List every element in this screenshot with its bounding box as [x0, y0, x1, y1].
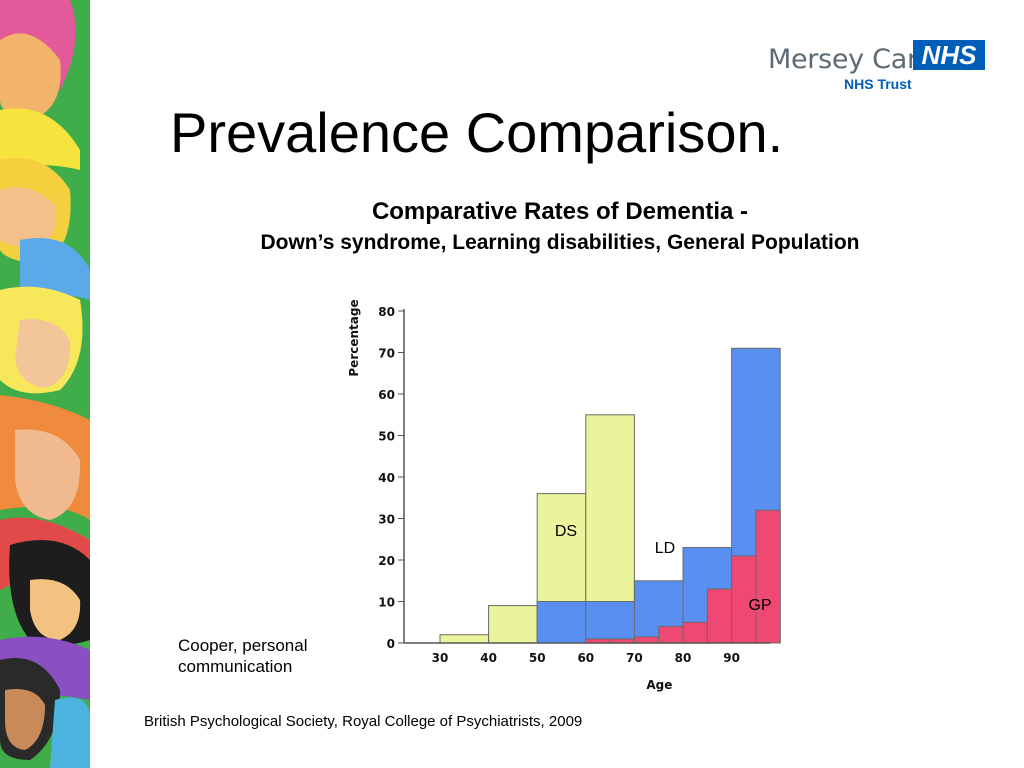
citation-note: Cooper, personal communication: [178, 636, 308, 676]
bar-ds-40: [488, 605, 538, 644]
bar-ds-30: [439, 634, 490, 644]
y-tick-label: 60: [378, 388, 395, 402]
bar-gp-75: [658, 625, 684, 644]
logo-name: Mersey Care: [768, 44, 934, 75]
bar-ld-50: [536, 601, 587, 644]
y-tick-label: 0: [387, 637, 395, 651]
x-tick-label: 60: [577, 651, 594, 665]
series-label-ld: LD: [655, 540, 675, 557]
y-tick-label: 70: [378, 347, 395, 361]
bars-layer: [439, 347, 781, 644]
y-tick-label: 20: [378, 554, 395, 568]
x-tick-label: 50: [529, 651, 546, 665]
y-tick-label: 30: [378, 513, 395, 527]
logo-subtitle: NHS Trust: [844, 76, 912, 92]
bar-gp-85: [706, 588, 733, 644]
bar-gp-80: [682, 621, 708, 644]
footer-source: British Psychological Society, Royal Col…: [144, 713, 583, 730]
y-tick-label: 10: [378, 596, 395, 610]
x-tick-label: 30: [432, 651, 449, 665]
series-label-ds: DS: [555, 523, 577, 540]
y-tick-label: 50: [378, 430, 395, 444]
chart-subtitle: Down’s syndrome, Learning disabilities, …: [260, 231, 860, 254]
x-tick-label: 40: [480, 651, 497, 665]
bar-gp-95: [755, 509, 781, 644]
nhs-badge: NHS: [913, 40, 985, 70]
y-axis-label: Percentage: [347, 299, 361, 376]
bar-gp-70: [633, 636, 660, 644]
mersey-care-logo: Mersey Care NHS NHS Trust: [768, 40, 988, 96]
slide-title: Prevalence Comparison.: [170, 101, 784, 164]
chart-title: Comparative Rates of Dementia -: [371, 198, 749, 225]
y-tick-label: 40: [378, 471, 395, 485]
x-tick-label: 70: [626, 651, 643, 665]
x-tick-label: 90: [723, 651, 740, 665]
axes-layer: [398, 309, 770, 644]
labels-layer: 0 10 20 30 40 50 60 70 80 30 40 50 60 70 80 90 Age Percen…: [347, 299, 772, 692]
y-tick-label: 80: [378, 305, 395, 319]
x-tick-label: 80: [675, 651, 692, 665]
bar-ld-60: [585, 601, 635, 644]
side-illustration: [0, 0, 90, 768]
series-label-gp: GP: [748, 597, 771, 614]
x-axis-label: Age: [646, 678, 672, 692]
